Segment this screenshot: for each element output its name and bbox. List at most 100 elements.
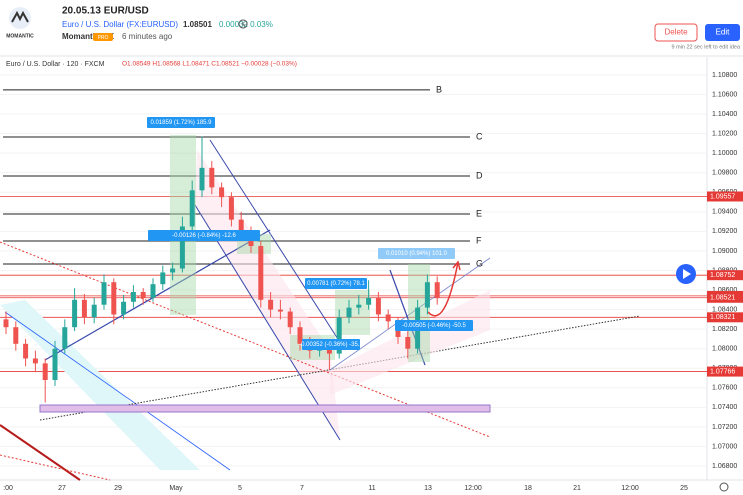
edit-label[interactable]: Edit — [716, 28, 731, 37]
measure-label: 0.00781 (0.72%) 78.1 — [307, 281, 365, 287]
candle-body — [209, 167, 215, 188]
candle-body — [336, 317, 342, 354]
legend-title: Euro / U.S. Dollar · 120 · FXCM — [6, 61, 105, 68]
price: 1.08501 — [183, 20, 212, 29]
candle-body — [23, 343, 29, 359]
level-label: E — [476, 208, 482, 218]
y-tick-label: 1.07600 — [712, 385, 737, 392]
idea-title: 20.05.13 EUR/USD — [62, 6, 149, 17]
channel-line — [194, 204, 341, 441]
price-tag-label: 1.09557 — [710, 193, 735, 200]
candle-body — [32, 358, 38, 364]
time: 6 minutes ago — [122, 32, 173, 41]
alarm-icon[interactable] — [238, 19, 248, 29]
measure-label-bg — [147, 117, 215, 128]
x-tick-label: 27 — [58, 485, 66, 492]
grid — [0, 74, 707, 467]
y-tick-label: 1.10400 — [712, 111, 737, 118]
candle-body — [52, 348, 58, 380]
candle-body — [366, 297, 372, 305]
candle-body — [287, 311, 293, 328]
arrow-head — [452, 260, 461, 271]
candle-body — [199, 167, 205, 191]
y-tick-label: 1.08600 — [712, 287, 737, 294]
y-tick-label: 1.06800 — [712, 463, 737, 470]
level-label: C — [476, 131, 483, 141]
measure-label: 0.01859 (1.72%) 185.9 — [150, 120, 212, 126]
measure-label: -0.00505 (-0.46%) -50.5 — [402, 323, 466, 329]
y-tick-label: 1.08400 — [712, 306, 737, 313]
candle-body — [219, 187, 225, 198]
trend-line — [44, 229, 271, 361]
delete-label[interactable]: Delete — [664, 28, 688, 37]
x-tick-label: 18 — [524, 485, 532, 492]
measure-label-bg — [305, 278, 367, 289]
price-change: 0.00032 0.03% — [219, 20, 273, 29]
dotted-line — [0, 454, 111, 481]
y-tick-label: 1.09200 — [712, 228, 737, 235]
candle-body — [375, 297, 381, 315]
y-tick-label: 1.07200 — [712, 424, 737, 431]
candle-body — [62, 327, 68, 349]
candle-body — [13, 327, 19, 344]
price-tag — [707, 366, 743, 377]
edit-note: 9 min 22 sec left to edit idea — [672, 44, 741, 50]
header-bg — [0, 0, 743, 56]
channel-fill — [0, 300, 200, 470]
y-tick-label: 1.08200 — [712, 326, 737, 333]
play-icon[interactable] — [683, 269, 691, 279]
trend-line — [389, 269, 426, 366]
arrow-path — [427, 261, 459, 317]
candle-body — [101, 282, 107, 305]
settings-icon[interactable] — [719, 482, 729, 492]
delete-button[interactable] — [654, 23, 698, 42]
price-tag — [707, 270, 743, 281]
level-label: D — [476, 170, 483, 180]
candle-body — [42, 363, 48, 380]
candle-body — [238, 219, 244, 234]
candle-body — [170, 268, 176, 273]
y-tick-label: 1.10200 — [712, 130, 737, 137]
x-tick-label: 5 — [238, 485, 242, 492]
candle-body — [268, 299, 274, 310]
y-tick-label: 1.09000 — [712, 248, 737, 255]
y-tick-label: 1.07400 — [712, 404, 737, 411]
candle-body — [179, 226, 185, 269]
price-tag-label: 1.08321 — [710, 314, 735, 321]
x-tick-label: 12:00 — [621, 485, 639, 492]
price-tag — [707, 312, 743, 323]
y-tick-label: 1.09800 — [712, 170, 737, 177]
author[interactable]: Momantic_FX — [62, 32, 115, 41]
candle-body — [228, 197, 234, 220]
symbol-link[interactable]: Euro / U.S. Dollar (FX:EURUSD) — [62, 20, 178, 29]
candle-body — [297, 327, 303, 344]
edit-button[interactable] — [705, 24, 740, 41]
measure-label-bg — [395, 320, 473, 331]
candle-body — [434, 282, 440, 298]
candle-body — [385, 314, 391, 322]
level-label: B — [436, 84, 442, 94]
x-tick-label: May — [169, 485, 183, 492]
zone — [39, 404, 491, 413]
y-tick-label: 1.10600 — [712, 91, 737, 98]
channel-fill — [195, 150, 340, 440]
legend-ohlc: O1.08549 H1.08568 L1.08471 C1.08521 −0.0… — [122, 61, 297, 68]
x-tick-label: 25 — [680, 485, 688, 492]
candle-body — [150, 284, 156, 298]
measure-label: 0.01010 (0.94%) 101.0 — [386, 251, 448, 257]
price-tag-label: 1.08752 — [710, 272, 735, 279]
y-tick-label: 1.10000 — [712, 150, 737, 157]
y-tick-label: 1.10800 — [712, 72, 737, 79]
x-tick-label: 21 — [573, 485, 581, 492]
trend-line — [0, 424, 81, 481]
price-tag-label: 1.07766 — [710, 368, 735, 375]
candle-body — [189, 190, 195, 227]
channel-line — [4, 311, 231, 471]
logo-mark — [11, 10, 29, 23]
price-tag — [707, 292, 743, 303]
level-label: F — [476, 235, 482, 245]
candle-body — [424, 282, 430, 308]
channel-line — [329, 257, 491, 371]
candle-body — [91, 304, 97, 318]
